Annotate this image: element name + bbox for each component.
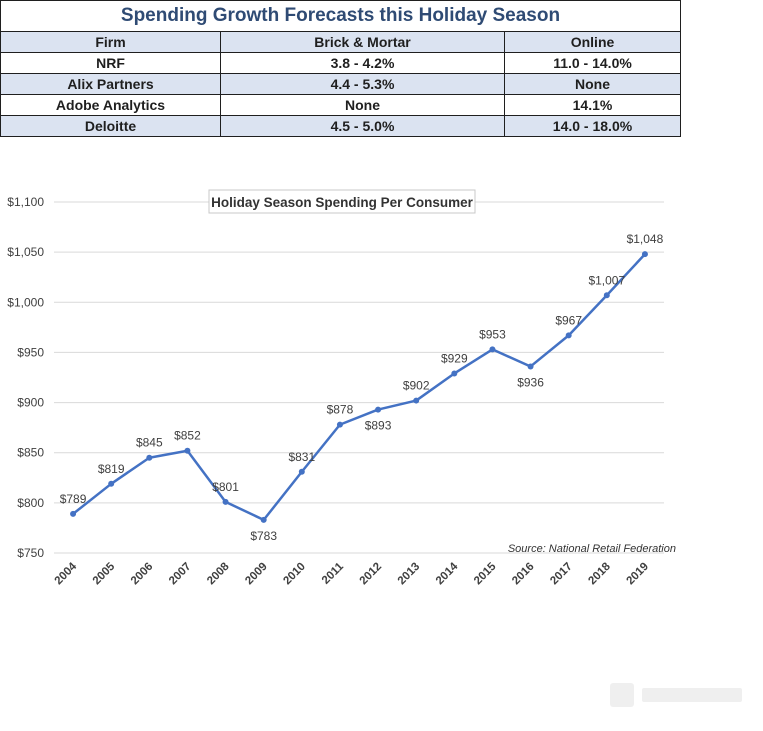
data-label: $936	[517, 375, 544, 389]
firm-cell: Adobe Analytics	[0, 94, 221, 116]
gridlines	[54, 201, 664, 554]
header-brick-mortar: Brick & Mortar	[220, 31, 505, 53]
table-row: NRF 3.8 - 4.2% 11.0 - 14.0%	[0, 52, 681, 74]
y-axis: $750 $800 $850 $900 $950 $1,000 $1,050 $1,100	[7, 195, 44, 560]
table-header-row: Firm Brick & Mortar Online	[0, 31, 681, 53]
data-point	[413, 397, 420, 404]
data-point	[222, 498, 229, 505]
brick-mortar-cell: 4.4 - 5.3%	[220, 73, 505, 95]
data-point	[70, 510, 77, 517]
forecast-table: Spending Growth Forecasts this Holiday S…	[0, 0, 681, 137]
data-point	[527, 363, 534, 370]
y-tick-label: $1,100	[7, 195, 44, 209]
online-cell: 14.0 - 18.0%	[504, 115, 681, 137]
data-label: $801	[212, 480, 239, 494]
watermark-logo	[610, 683, 742, 707]
x-axis: 2004 2005 2006 2007 2008 2009 2010 2011 2012 2013…	[53, 560, 651, 587]
data-label: $852	[174, 429, 201, 443]
table-title: Spending Growth Forecasts this Holiday S…	[0, 0, 681, 32]
data-label: $953	[479, 327, 506, 341]
data-point	[641, 251, 648, 258]
data-point	[489, 346, 496, 353]
table-row: Alix Partners 4.4 - 5.3% None	[0, 73, 681, 95]
data-label: $902	[403, 379, 430, 393]
x-tick-label: 2012	[358, 561, 385, 588]
brick-mortar-cell: None	[220, 94, 505, 116]
x-tick-label: 2007	[167, 561, 194, 588]
brick-mortar-cell: 3.8 - 4.2%	[220, 52, 505, 74]
table-title-row: Spending Growth Forecasts this Holiday S…	[0, 0, 681, 32]
x-tick-label: 2006	[129, 561, 156, 588]
data-point	[146, 454, 153, 461]
brick-mortar-cell: 4.5 - 5.0%	[220, 115, 505, 137]
y-tick-label: $1,050	[7, 245, 44, 259]
data-label: $929	[441, 351, 468, 365]
firm-cell: NRF	[0, 52, 221, 74]
y-tick-label: $750	[17, 546, 44, 560]
table-row: Adobe Analytics None 14.1%	[0, 94, 681, 116]
header-online: Online	[504, 31, 681, 53]
y-tick-label: $850	[17, 446, 44, 460]
x-tick-label: 2008	[205, 560, 232, 587]
y-tick-label: $800	[17, 496, 44, 510]
x-tick-label: 2019	[624, 561, 651, 588]
data-point	[108, 480, 115, 487]
data-point	[184, 447, 191, 454]
y-tick-label: $1,000	[7, 295, 44, 309]
data-label: $831	[288, 450, 315, 464]
firm-cell: Deloitte	[0, 115, 221, 137]
x-tick-label: 2005	[91, 560, 118, 587]
series-line	[72, 253, 646, 522]
data-label: $893	[365, 419, 392, 433]
data-point	[336, 421, 343, 428]
x-tick-label: 2013	[396, 561, 423, 588]
data-label: $878	[327, 403, 354, 417]
data-label: $1,048	[627, 232, 664, 246]
x-tick-label: 2017	[548, 561, 575, 588]
chart-container: $750 $800 $850 $900 $950 $1,000 $1,050 $1,100 2…	[0, 175, 680, 607]
online-cell: 14.1%	[504, 94, 681, 116]
data-label: $819	[98, 462, 125, 476]
firm-cell: Alix Partners	[0, 73, 221, 95]
data-point	[298, 468, 305, 475]
x-tick-label: 2010	[281, 561, 308, 588]
data-point	[375, 406, 382, 413]
data-label: $789	[60, 492, 87, 506]
x-tick-label: 2016	[510, 561, 537, 588]
chart-title-box	[208, 189, 476, 214]
data-label: $967	[555, 313, 582, 327]
x-tick-label: 2018	[586, 560, 613, 587]
chart-title: Holiday Season Spending Per Consumer	[211, 195, 474, 210]
data-points	[70, 251, 648, 523]
y-tick-label: $950	[17, 345, 44, 359]
x-tick-label: 2011	[320, 560, 347, 587]
online-cell: None	[504, 73, 681, 95]
y-tick-label: $900	[17, 396, 44, 410]
data-point	[451, 370, 458, 377]
header-firm: Firm	[0, 31, 221, 53]
data-label: $783	[250, 529, 277, 543]
x-tick-label: 2004	[53, 560, 80, 587]
data-labels: $789 $819 $845 $852 $801 $783 $831 $878 $893 $902…	[60, 232, 664, 543]
x-tick-label: 2009	[243, 561, 270, 588]
data-point	[260, 516, 267, 523]
data-label: $1,007	[588, 273, 625, 287]
x-tick-label: 2015	[472, 560, 499, 587]
source-note: Source: National Retail Federation	[508, 543, 676, 555]
line-chart: $750 $800 $850 $900 $950 $1,000 $1,050 $1,100 2…	[7, 189, 676, 587]
series-line-path	[72, 253, 646, 522]
online-cell: 11.0 - 14.0%	[504, 52, 681, 74]
x-tick-label: 2014	[434, 560, 461, 587]
data-point	[565, 332, 572, 339]
table-row: Deloitte 4.5 - 5.0% 14.0 - 18.0%	[0, 115, 681, 137]
data-point	[603, 292, 610, 299]
data-label: $845	[136, 436, 163, 450]
